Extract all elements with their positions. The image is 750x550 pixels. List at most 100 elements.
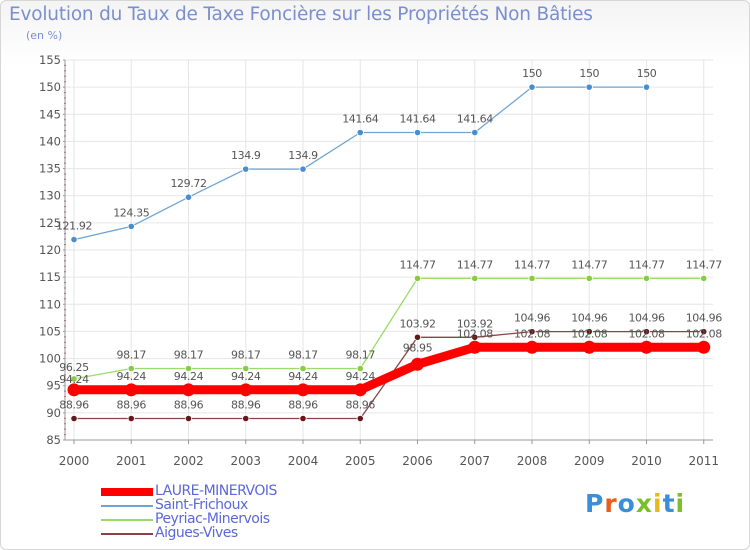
data-point [700,328,708,336]
y-tick-label: 85 [46,433,61,447]
data-point [528,328,536,336]
data-label: 104.96 [514,312,550,325]
data-point [528,274,536,282]
x-tick-label: 2003 [230,454,261,468]
data-point [184,364,193,373]
data-label: 124.35 [113,206,149,219]
data-point [585,328,593,336]
data-label: 88.96 [346,399,376,412]
data-label: 141.64 [457,113,493,126]
data-point [525,340,539,354]
data-label: 141.64 [342,113,378,126]
data-label: 114.77 [628,258,664,271]
chart-title: Evolution du Taux de Taxe Foncière sur l… [9,4,593,25]
legend-label: Saint-Frichoux [155,497,248,513]
data-label: 102.08 [628,327,664,340]
data-label: 94.24 [117,370,147,383]
data-point [471,333,479,341]
y-tick-label: 115 [39,270,61,284]
data-point [413,274,422,282]
logo-letter: o [617,489,636,518]
data-label: 102.08 [457,327,493,340]
x-tick-label: 2006 [402,454,433,468]
data-label: 150 [522,67,542,80]
data-label: 129.72 [170,177,206,190]
data-point [356,414,364,423]
legend-label: LAURE-MINERVOIS [155,483,277,499]
y-tick-label: 150 [39,80,61,94]
data-point [471,274,479,282]
data-point [642,83,651,91]
data-label: 88.96 [231,399,261,412]
data-label: 114.77 [457,258,493,271]
data-label: 98.17 [174,349,204,362]
legend-swatch-aigues-vives [101,533,153,535]
y-tick-label: 125 [39,216,61,230]
data-label: 88.96 [117,399,147,412]
data-point [242,414,250,423]
legend-label: Aigues-Vives [155,525,238,541]
data-label: 141.64 [399,113,435,126]
data-point [413,128,422,137]
data-point [299,165,307,173]
data-point [70,414,78,423]
data-point [70,375,78,383]
data-label: 94.24 [59,373,89,386]
data-point [697,340,711,354]
data-label: 88.96 [288,399,318,412]
data-point [585,274,593,282]
x-tick-label: 2011 [688,454,719,468]
data-point [582,340,596,354]
logo-letter: t [662,489,676,518]
data-point [127,364,135,373]
chart-subtitle: (en %) [26,29,63,42]
x-tick-label: 2004 [288,454,319,468]
data-label: 96.25 [59,361,89,374]
data-label: 88.96 [59,399,89,412]
data-label: 114.77 [399,258,435,271]
data-label: 104.96 [571,312,607,325]
data-label: 94.24 [231,370,261,383]
data-point [242,165,250,173]
data-label: 104.96 [628,312,664,325]
data-point [640,340,653,354]
data-point [127,414,135,423]
data-label: 150 [637,67,657,80]
data-label: 134.9 [231,149,261,162]
data-point [127,222,135,230]
x-tick-label: 2009 [574,454,605,468]
logo-letter: i [653,489,663,518]
proxiti-logo: Proxiti [585,489,685,518]
logo-letter: r [604,489,618,518]
y-tick-label: 135 [39,162,61,176]
data-label: 103.92 [399,317,435,330]
data-label: 98.17 [288,349,318,362]
data-point [642,328,651,336]
x-tick-label: 2001 [116,454,147,468]
y-tick-label: 90 [46,406,61,420]
data-label: 98.17 [346,349,376,362]
data-label: 103.92 [457,317,493,330]
data-point [700,274,708,282]
data-point [184,193,193,201]
data-label: 102.08 [571,327,607,340]
data-point [356,364,364,373]
y-tick-label: 95 [46,379,61,393]
data-label: 98.17 [117,349,147,362]
data-point [299,414,307,423]
logo-letter: i [675,489,686,518]
series-line-peyriac-minervois [73,277,705,380]
legend-swatch-peyriac-minervois [101,519,153,521]
y-tick-label: 105 [39,324,61,338]
data-label: 121.92 [56,220,92,233]
x-tick-label: 2000 [59,454,90,468]
data-point [242,364,250,373]
data-point [411,357,424,371]
data-label: 104.96 [686,312,722,325]
y-tick-label: 145 [39,107,61,121]
data-point [413,333,422,341]
data-point [184,414,193,423]
legend-label: Peyriac-Minervois [155,511,270,527]
data-label: 114.77 [514,258,550,271]
